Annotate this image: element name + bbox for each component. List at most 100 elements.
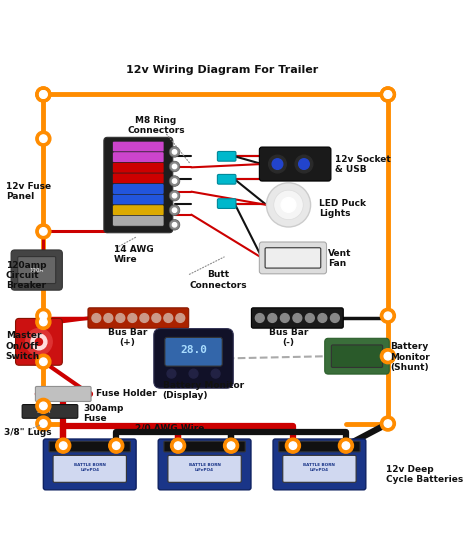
FancyBboxPatch shape — [113, 152, 164, 162]
Text: 12v Fuse
Panel: 12v Fuse Panel — [6, 182, 51, 202]
Circle shape — [40, 420, 47, 427]
FancyBboxPatch shape — [154, 329, 233, 388]
Text: Bus Bar
(+): Bus Bar (+) — [108, 328, 147, 347]
Text: Bus Bar
(-): Bus Bar (-) — [269, 328, 308, 347]
Text: BATTLE BORN
LiFePO4: BATTLE BORN LiFePO4 — [189, 464, 220, 472]
FancyBboxPatch shape — [43, 439, 136, 490]
Circle shape — [384, 352, 392, 360]
FancyBboxPatch shape — [164, 441, 245, 452]
Circle shape — [110, 440, 122, 451]
FancyBboxPatch shape — [259, 242, 327, 274]
FancyBboxPatch shape — [168, 455, 241, 482]
Text: +: + — [175, 442, 181, 449]
FancyBboxPatch shape — [16, 319, 63, 365]
Circle shape — [116, 314, 125, 323]
Circle shape — [59, 442, 67, 450]
Circle shape — [342, 442, 350, 450]
Text: 120amp
Circuit
Breaker: 120amp Circuit Breaker — [6, 261, 46, 291]
Circle shape — [173, 440, 184, 451]
FancyBboxPatch shape — [273, 439, 366, 490]
Circle shape — [384, 91, 392, 98]
Circle shape — [173, 208, 177, 212]
FancyBboxPatch shape — [104, 137, 173, 233]
Circle shape — [128, 314, 137, 323]
Text: 120A: 120A — [29, 268, 44, 273]
Text: 28.0: 28.0 — [180, 345, 207, 355]
Text: Vent
Fan: Vent Fan — [328, 249, 352, 268]
Circle shape — [173, 150, 177, 154]
Circle shape — [381, 416, 395, 431]
Circle shape — [384, 420, 392, 427]
Circle shape — [164, 314, 173, 323]
Circle shape — [169, 176, 180, 186]
Circle shape — [224, 438, 238, 453]
Circle shape — [340, 440, 352, 451]
FancyBboxPatch shape — [218, 174, 236, 184]
Circle shape — [40, 135, 47, 142]
FancyBboxPatch shape — [218, 151, 236, 161]
Circle shape — [109, 438, 124, 453]
Circle shape — [173, 164, 177, 169]
Circle shape — [36, 338, 43, 346]
Circle shape — [173, 222, 177, 227]
Circle shape — [289, 442, 297, 450]
Circle shape — [169, 190, 180, 201]
Circle shape — [189, 369, 198, 378]
Circle shape — [330, 314, 339, 323]
Circle shape — [228, 442, 235, 450]
Text: LED Puck
Lights: LED Puck Lights — [319, 199, 366, 218]
Text: 2/0 AWG Wire: 2/0 AWG Wire — [135, 423, 204, 432]
Circle shape — [169, 147, 180, 157]
Circle shape — [269, 155, 286, 173]
FancyBboxPatch shape — [36, 386, 91, 402]
Circle shape — [295, 155, 313, 173]
Circle shape — [299, 158, 309, 169]
Circle shape — [31, 334, 47, 350]
FancyBboxPatch shape — [113, 184, 164, 194]
Text: M8 Ring
Connectors: M8 Ring Connectors — [127, 116, 185, 135]
FancyBboxPatch shape — [11, 250, 63, 290]
Circle shape — [36, 87, 51, 102]
Circle shape — [152, 314, 161, 323]
Circle shape — [40, 228, 47, 235]
Text: 300A: 300A — [36, 409, 51, 414]
Text: -: - — [345, 442, 347, 449]
Circle shape — [104, 314, 113, 323]
Text: Fuse Holder: Fuse Holder — [96, 389, 157, 399]
Circle shape — [384, 312, 392, 320]
Circle shape — [338, 438, 354, 453]
Circle shape — [255, 314, 264, 323]
Circle shape — [40, 91, 47, 98]
Circle shape — [272, 158, 283, 169]
Circle shape — [36, 354, 51, 369]
Text: Butt
Connectors: Butt Connectors — [189, 270, 246, 290]
Text: Battery Monitor
(Display): Battery Monitor (Display) — [163, 381, 244, 400]
Circle shape — [174, 442, 182, 450]
Circle shape — [36, 416, 51, 431]
FancyBboxPatch shape — [113, 216, 164, 226]
Circle shape — [112, 442, 120, 450]
Text: +: + — [290, 442, 296, 449]
Circle shape — [140, 314, 149, 323]
Circle shape — [169, 220, 180, 230]
Circle shape — [40, 318, 47, 326]
FancyBboxPatch shape — [283, 455, 356, 482]
Circle shape — [36, 308, 51, 323]
Circle shape — [40, 358, 47, 366]
Text: BATTLE BORN
LiFePO4: BATTLE BORN LiFePO4 — [303, 464, 336, 472]
Text: 12v Wiring Diagram For Trailer: 12v Wiring Diagram For Trailer — [126, 65, 319, 75]
FancyBboxPatch shape — [218, 199, 236, 208]
FancyBboxPatch shape — [113, 162, 164, 173]
FancyBboxPatch shape — [113, 194, 164, 205]
Text: 14 AWG
Wire: 14 AWG Wire — [114, 245, 154, 264]
Circle shape — [171, 438, 186, 453]
Text: 3/8" Lugs: 3/8" Lugs — [4, 428, 51, 437]
Circle shape — [173, 179, 177, 183]
Circle shape — [40, 91, 47, 98]
Circle shape — [381, 87, 395, 102]
Circle shape — [26, 329, 52, 355]
Circle shape — [293, 314, 302, 323]
FancyBboxPatch shape — [251, 308, 343, 328]
Text: 12v Deep
Cycle Batteries: 12v Deep Cycle Batteries — [386, 465, 463, 484]
Circle shape — [40, 402, 47, 410]
